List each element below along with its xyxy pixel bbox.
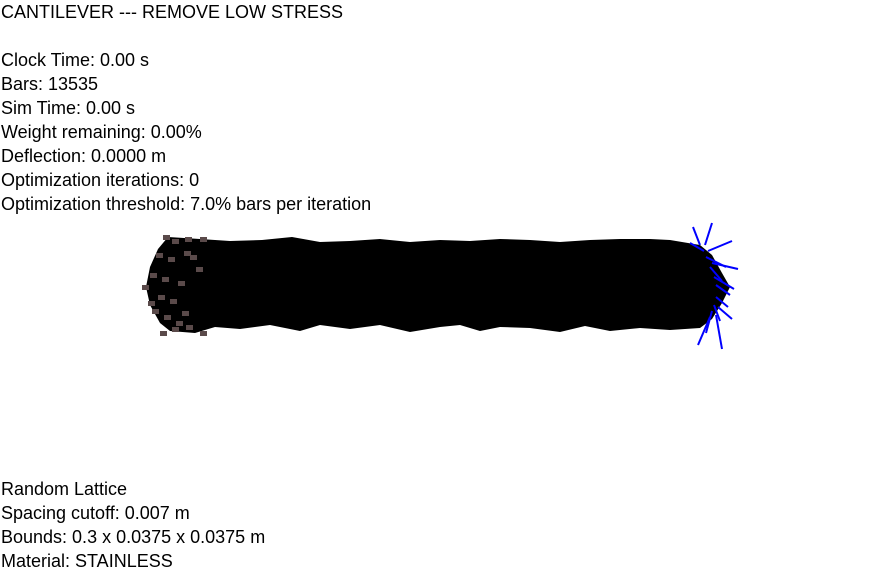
- load-arrow: [697, 316, 711, 346]
- load-arrow: [713, 304, 721, 322]
- fixed-support-marker: [148, 301, 155, 306]
- load-arrow: [715, 314, 723, 350]
- load-arrow: [715, 284, 731, 296]
- lattice-beam: [146, 237, 730, 333]
- load-arrow: [711, 262, 739, 270]
- load-force-arrows: [689, 222, 739, 350]
- load-arrow: [717, 306, 733, 320]
- fixed-support-marker: [156, 253, 163, 258]
- fixed-support-marker: [172, 327, 179, 332]
- fixed-support-marker: [182, 311, 189, 316]
- lattice-type-label: Random Lattice: [1, 479, 128, 499]
- fixed-support-markers: [142, 235, 207, 336]
- fixed-support-marker: [185, 237, 192, 242]
- fixed-support-marker: [160, 331, 167, 336]
- fixed-support-marker: [158, 295, 165, 300]
- fixed-support-marker: [162, 277, 169, 282]
- sim-time-readout: Sim Time: 0.00 s: [1, 98, 136, 118]
- load-arrow: [704, 222, 713, 246]
- fixed-support-marker: [200, 331, 207, 336]
- bar-count-readout: Bars: 13535: [1, 74, 99, 94]
- load-arrow: [709, 266, 723, 282]
- load-arrow: [692, 226, 701, 246]
- fixed-support-marker: [190, 255, 197, 260]
- fixed-support-marker: [176, 321, 183, 326]
- load-arrow: [707, 240, 733, 252]
- load-arrow: [713, 276, 735, 290]
- optimization-threshold-readout: Optimization threshold: 7.0% bars per it…: [1, 194, 372, 214]
- spacing-cutoff-readout: Spacing cutoff: 0.007 m: [1, 503, 190, 523]
- optimization-iterations-readout: Optimization iterations: 0: [1, 170, 200, 190]
- load-arrow: [705, 310, 713, 334]
- fixed-support-marker: [163, 235, 170, 240]
- fixed-support-marker: [186, 325, 193, 330]
- deflection-readout: Deflection: 0.0000 m: [1, 146, 167, 166]
- fixed-support-marker: [172, 239, 179, 244]
- fixed-support-marker: [184, 251, 191, 256]
- material-readout: Material: STAINLESS: [1, 551, 173, 571]
- fixed-support-marker: [200, 237, 207, 242]
- bounds-readout: Bounds: 0.3 x 0.0375 x 0.0375 m: [1, 527, 266, 547]
- fixed-support-marker: [152, 309, 159, 314]
- fixed-support-marker: [150, 273, 157, 278]
- fixed-support-marker: [168, 257, 175, 262]
- fixed-support-marker: [164, 315, 171, 320]
- page-title: CANTILEVER --- REMOVE LOW STRESS: [1, 2, 344, 22]
- simulation-viewport[interactable]: [0, 215, 878, 365]
- weight-remaining-readout: Weight remaining: 0.00%: [1, 122, 202, 142]
- fixed-support-marker: [170, 299, 177, 304]
- load-arrow: [689, 242, 705, 252]
- cantilever-render: [142, 222, 739, 350]
- fixed-support-marker: [142, 285, 149, 290]
- clock-time-readout: Clock Time: 0.00 s: [1, 50, 150, 70]
- fixed-support-marker: [178, 281, 185, 286]
- fixed-support-marker: [196, 267, 203, 272]
- load-arrow: [715, 296, 729, 308]
